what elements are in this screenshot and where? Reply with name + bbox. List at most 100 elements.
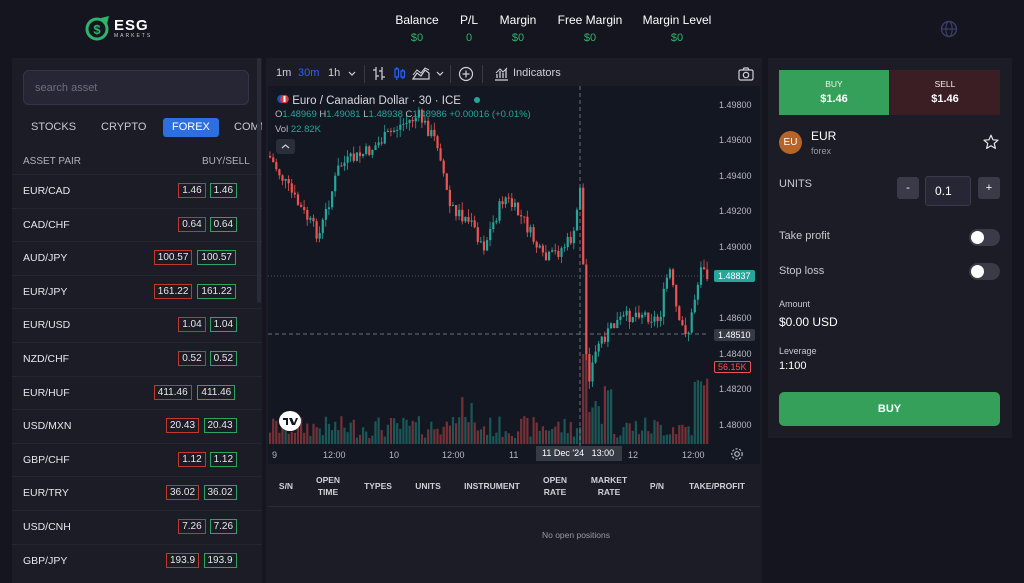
buy-submit-button[interactable]: BUY	[779, 392, 1000, 426]
asset-pair-row[interactable]: GBP/JPY 193.9 193.9	[12, 543, 262, 578]
volume-bar	[699, 381, 703, 444]
chevron-down-icon[interactable]	[348, 70, 356, 78]
stop-loss-toggle[interactable]	[969, 263, 1000, 280]
volume-bar	[470, 402, 473, 444]
bid-price[interactable]: 1.46	[178, 183, 206, 198]
tab-stocks[interactable]: STOCKS	[31, 121, 77, 133]
bid-price[interactable]: 20.43	[166, 418, 200, 434]
take-profit-label: Take profit	[779, 230, 830, 242]
volume-label: Vol	[275, 124, 289, 135]
volume-bar	[591, 407, 594, 444]
price-axis[interactable]: 1.49800 1.49600 1.49400 1.49200 1.49000 …	[710, 86, 760, 446]
area-chart-icon[interactable]	[412, 67, 430, 80]
candle-body	[284, 178, 287, 181]
units-increment-button[interactable]: +	[978, 177, 1000, 199]
interval-30m[interactable]: 30m	[298, 67, 320, 79]
leverage-value: 1:100	[779, 360, 807, 372]
buy-quote-button[interactable]: BUY $1.46	[779, 70, 889, 115]
ask-price[interactable]: 161.22	[197, 283, 236, 299]
asset-pair-row[interactable]: USD/MXN 20.43 20.43	[12, 409, 262, 443]
candle-body	[659, 316, 662, 322]
units-decrement-button[interactable]: -	[897, 177, 919, 199]
crosshair-date: 11 Dec '24	[542, 448, 585, 458]
asset-pair-row[interactable]: CAD/CHF 0.64 0.64	[12, 207, 262, 242]
bid-price[interactable]: 1.12	[178, 451, 206, 467]
candle-body	[597, 343, 600, 352]
asset-pair-row[interactable]: USD/CNH 7.26 7.26	[12, 509, 262, 544]
bid-price[interactable]: 0.64	[178, 216, 206, 232]
take-profit-toggle[interactable]	[969, 229, 1000, 246]
ask-price[interactable]: 1.12	[209, 451, 238, 467]
asset-pair-row[interactable]: GBP/CHF 1.12 1.12	[12, 442, 262, 477]
sidebar-scrollbar[interactable]	[257, 58, 261, 303]
ask-price[interactable]: 193.9	[203, 552, 237, 568]
bar-style-icon[interactable]	[372, 66, 386, 81]
tab-crypto[interactable]: CRYPTO	[101, 121, 147, 133]
indicators-button[interactable]: Indicators	[513, 67, 561, 79]
ask-price[interactable]: 1.04	[209, 317, 238, 333]
candle-body	[439, 148, 442, 161]
interval-1m[interactable]: 1m	[276, 67, 292, 79]
volume-bar	[585, 354, 588, 444]
asset-pair-row[interactable]: EUR/TRY 36.02 36.02	[12, 476, 262, 510]
ask-price[interactable]: 411.46	[197, 384, 236, 400]
collapse-legend-button[interactable]	[276, 139, 295, 154]
camera-icon[interactable]	[738, 67, 754, 81]
bid-price[interactable]: 0.52	[178, 350, 206, 366]
ask-price[interactable]: 7.26	[209, 518, 238, 534]
chevron-down-icon[interactable]	[436, 70, 444, 78]
asset-pair-row[interactable]: EUR/HUF 411.46 411.46	[12, 375, 262, 410]
favorite-star-icon[interactable]	[983, 134, 999, 150]
ask-price[interactable]: 36.02	[203, 485, 237, 501]
candle-body	[656, 316, 659, 322]
asset-pair-row[interactable]: EUR/JPY 161.22 161.22	[12, 274, 262, 309]
brand-tagline: MARKETS	[114, 32, 153, 39]
x-tick: 9	[272, 450, 278, 460]
language-globe-icon[interactable]	[940, 20, 958, 38]
add-compare-icon[interactable]	[458, 66, 474, 82]
tab-forex[interactable]: FOREX	[163, 118, 219, 137]
units-input[interactable]	[925, 176, 971, 206]
ask-price[interactable]: 0.64	[209, 216, 238, 232]
volume-bar	[405, 419, 408, 444]
bid-price[interactable]: 1.04	[178, 317, 206, 333]
ask-price[interactable]: 0.52	[209, 350, 238, 366]
asset-pair-row[interactable]: AUD/JPY 100.57 100.57	[12, 241, 262, 275]
asset-pair-row[interactable]: EUR/CAD 1.46 1.46	[12, 174, 262, 208]
brand-logo[interactable]: $ ESG MARKETS	[84, 14, 152, 42]
high-label: H	[319, 109, 327, 120]
volume-bar	[529, 436, 532, 444]
indicators-icon[interactable]	[494, 67, 509, 81]
bid-price[interactable]: 100.57	[153, 250, 193, 266]
volume-bar	[486, 434, 489, 444]
bid-price[interactable]: 411.46	[153, 384, 192, 400]
interval-1h[interactable]: 1h	[328, 67, 341, 79]
candle-body	[634, 312, 637, 318]
bid-price[interactable]: 36.02	[166, 485, 200, 501]
bid-price[interactable]: 7.26	[178, 518, 206, 534]
ask-price[interactable]: 100.57	[197, 250, 236, 266]
tradingview-logo[interactable]	[279, 411, 301, 431]
volume-bar	[687, 426, 690, 444]
bid-price[interactable]: 193.9	[166, 552, 200, 568]
volume-bar	[303, 432, 306, 444]
candle-body	[619, 316, 622, 320]
candle-body	[473, 220, 476, 228]
search-asset-input[interactable]	[23, 70, 249, 105]
free-margin-label: Free Margin	[557, 13, 623, 27]
tab-commodities[interactable]: COMM	[234, 121, 262, 133]
chart-symbol-title: Euro / Canadian Dollar · 30 · ICE	[277, 93, 481, 107]
candlestick-plot[interactable]	[268, 86, 760, 464]
sell-quote-button[interactable]: SELL $1.46	[890, 70, 1000, 115]
ask-price[interactable]: 1.46	[209, 183, 238, 198]
candle-body	[315, 221, 318, 239]
asset-avatar: EU	[779, 131, 802, 154]
bid-price[interactable]: 161.22	[153, 283, 193, 299]
asset-pair-row[interactable]: EUR/USD 1.04 1.04	[12, 308, 262, 342]
price-chart[interactable]	[268, 86, 760, 464]
candles-icon[interactable]	[394, 66, 406, 81]
volume-bar	[461, 397, 464, 444]
chart-settings-gear-icon[interactable]	[730, 447, 744, 461]
ask-price[interactable]: 20.43	[203, 418, 237, 434]
asset-pair-row[interactable]: NZD/CHF 0.52 0.52	[12, 341, 262, 376]
